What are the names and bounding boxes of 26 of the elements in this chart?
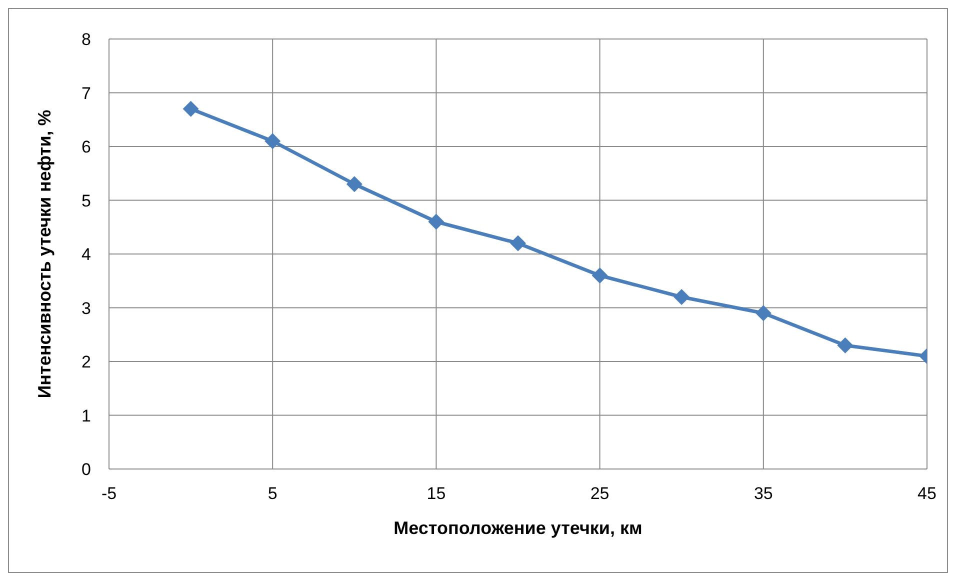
point (264, 133, 281, 150)
point (346, 176, 362, 192)
y-tick-label: 3 (82, 298, 91, 318)
y-tick-label: 1 (82, 406, 91, 426)
y-tick-label: 6 (82, 138, 91, 157)
x-tick-label: 15 (426, 484, 446, 504)
y-tick-label: 4 (82, 245, 91, 264)
point (510, 235, 526, 252)
y-tick-label: 5 (82, 191, 91, 210)
x-tick-label: -5 (101, 484, 117, 504)
x-axis-title: Местоположение утечки, км (394, 518, 642, 538)
y-tick-label: 0 (82, 460, 91, 480)
x-tick-label: 45 (918, 484, 936, 504)
y-tick-label: 2 (82, 352, 91, 372)
point (592, 268, 608, 284)
point (674, 289, 690, 305)
point (428, 214, 444, 230)
point (182, 100, 199, 117)
point (755, 305, 772, 322)
y-axis-title: Интенсивность утечки нефти, % (34, 110, 54, 398)
x-tick-label: 35 (754, 484, 773, 504)
point (837, 337, 854, 354)
y-tick-label: 8 (82, 30, 91, 50)
y-tick-label: 7 (82, 84, 91, 103)
x-tick-label: 5 (268, 484, 278, 504)
x-tick-label: 25 (590, 484, 610, 504)
